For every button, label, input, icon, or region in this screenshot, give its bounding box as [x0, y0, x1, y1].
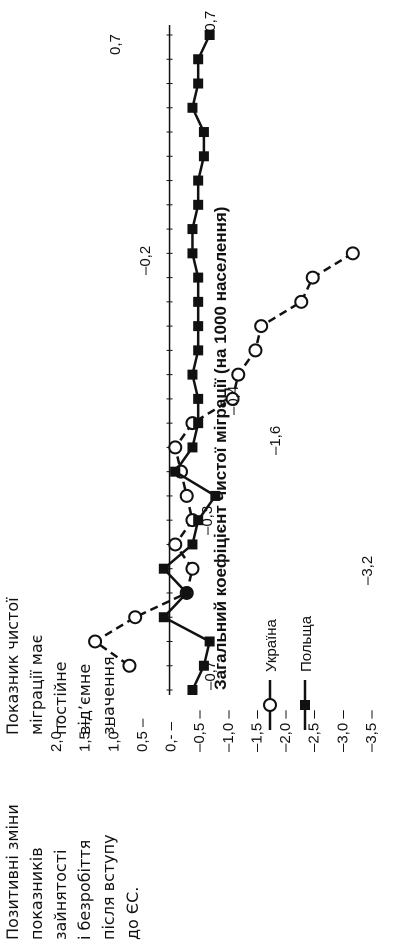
point-poland: [187, 224, 198, 235]
plot-area: 2,0 – 1,5 – 1,0 – 0,5 – 0,- – –0,5 – –1,0 – –1,…: [48, 11, 380, 752]
legend-label: Польща: [298, 615, 315, 672]
point-ukraine: [294, 294, 309, 309]
point-poland: [187, 102, 198, 113]
y-tick-label: –2,5 –: [306, 710, 323, 752]
note-top-line: зайнятості: [51, 850, 70, 940]
point-poland: [193, 515, 204, 526]
point-poland: [193, 54, 204, 65]
point-poland: [187, 248, 198, 259]
data-label: –1,6: [267, 426, 284, 455]
y-tick-label: –3,0 –: [334, 710, 351, 752]
data-label: –0,4: [225, 386, 242, 415]
point-ukraine: [168, 440, 183, 455]
data-label: –0,7: [202, 11, 219, 40]
point-poland: [193, 296, 204, 307]
point-poland: [158, 612, 169, 623]
data-label: –0,3: [199, 506, 216, 535]
y-tick-label: 0,- –: [163, 721, 180, 752]
legend-marker-ukraine: [263, 698, 277, 712]
legend-label: Україна: [263, 618, 280, 672]
note-bottom-line: значення: [99, 656, 118, 735]
point-poland: [187, 442, 198, 453]
y-tick-label: 2,0 –: [48, 718, 65, 752]
series-line-ukraine: [92, 252, 354, 667]
point-ukraine: [231, 367, 246, 382]
y-tick-label: –3,5 –: [363, 710, 380, 752]
note-top-line: Позитивні зміни: [3, 804, 22, 940]
point-poland: [170, 466, 181, 477]
point-poland: [210, 490, 221, 501]
point-poland: [193, 321, 204, 332]
note-bottom-line: Показник чистої: [3, 597, 22, 735]
point-poland: [193, 393, 204, 404]
point-poland: [198, 151, 209, 162]
point-poland: [158, 563, 169, 574]
note-top-line: після вступу: [99, 834, 118, 940]
y-tick-label: –1,0 –: [220, 710, 237, 752]
note-bottom-line: постійне: [51, 661, 70, 735]
note-top-line: показників: [27, 847, 46, 940]
point-poland: [193, 78, 204, 89]
point-poland: [193, 175, 204, 186]
point-ukraine: [225, 391, 240, 406]
point-ukraine: [128, 610, 143, 625]
data-label: –0,7: [202, 661, 219, 690]
y-tick-label: 0,5 –: [134, 718, 151, 752]
note-bottom: Показник чистої міграції має постійне від’є…: [3, 597, 118, 735]
point-ukraine: [88, 634, 103, 649]
point-ukraine: [254, 319, 269, 334]
point-ukraine: [168, 537, 183, 552]
point-poland: [193, 418, 204, 429]
point-poland: [198, 127, 209, 138]
y-tick-label: –1,5 –: [248, 710, 265, 752]
y-tick-label: –2,0 –: [277, 710, 294, 752]
point-poland: [187, 369, 198, 380]
point-poland: [187, 685, 198, 695]
point-ukraine: [122, 658, 137, 673]
note-top: Позитивні зміни показників зайнятості і без…: [3, 804, 142, 940]
point-poland: [204, 30, 215, 40]
point-poland: [193, 199, 204, 210]
point-poland: [204, 636, 215, 647]
y-tick-label: 1,5 –: [77, 718, 94, 752]
notes: Позитивні зміни показників зайнятості і без…: [3, 597, 142, 940]
point-ukraine: [248, 343, 263, 358]
point-ukraine: [185, 561, 200, 576]
note-bottom-line: від’ємне: [75, 664, 94, 735]
point-poland: [198, 660, 209, 671]
point-ukraine: [305, 270, 320, 285]
data-label: –0,2: [137, 246, 154, 275]
y-tick-label: –0,5 –: [191, 710, 208, 752]
data-label: 0,7: [107, 34, 124, 55]
note-bottom-line: міграції має: [27, 635, 46, 735]
point-poland: [193, 272, 204, 283]
point-ukraine: [345, 246, 360, 261]
point-poland: [181, 587, 192, 598]
point-poland: [193, 345, 204, 356]
point-poland: [187, 539, 198, 550]
legend-marker-poland: [300, 700, 310, 710]
y-tick-label: 1,0 –: [105, 718, 122, 752]
series-line-poland: [161, 34, 218, 691]
note-top-line: і безробіття: [75, 840, 94, 940]
note-top-line: до ЄС.: [123, 887, 142, 940]
chart-title: Загальний коефіцієнт чистої міграції (на…: [211, 207, 230, 690]
point-ukraine: [179, 488, 194, 503]
data-label: –3,2: [359, 556, 376, 585]
